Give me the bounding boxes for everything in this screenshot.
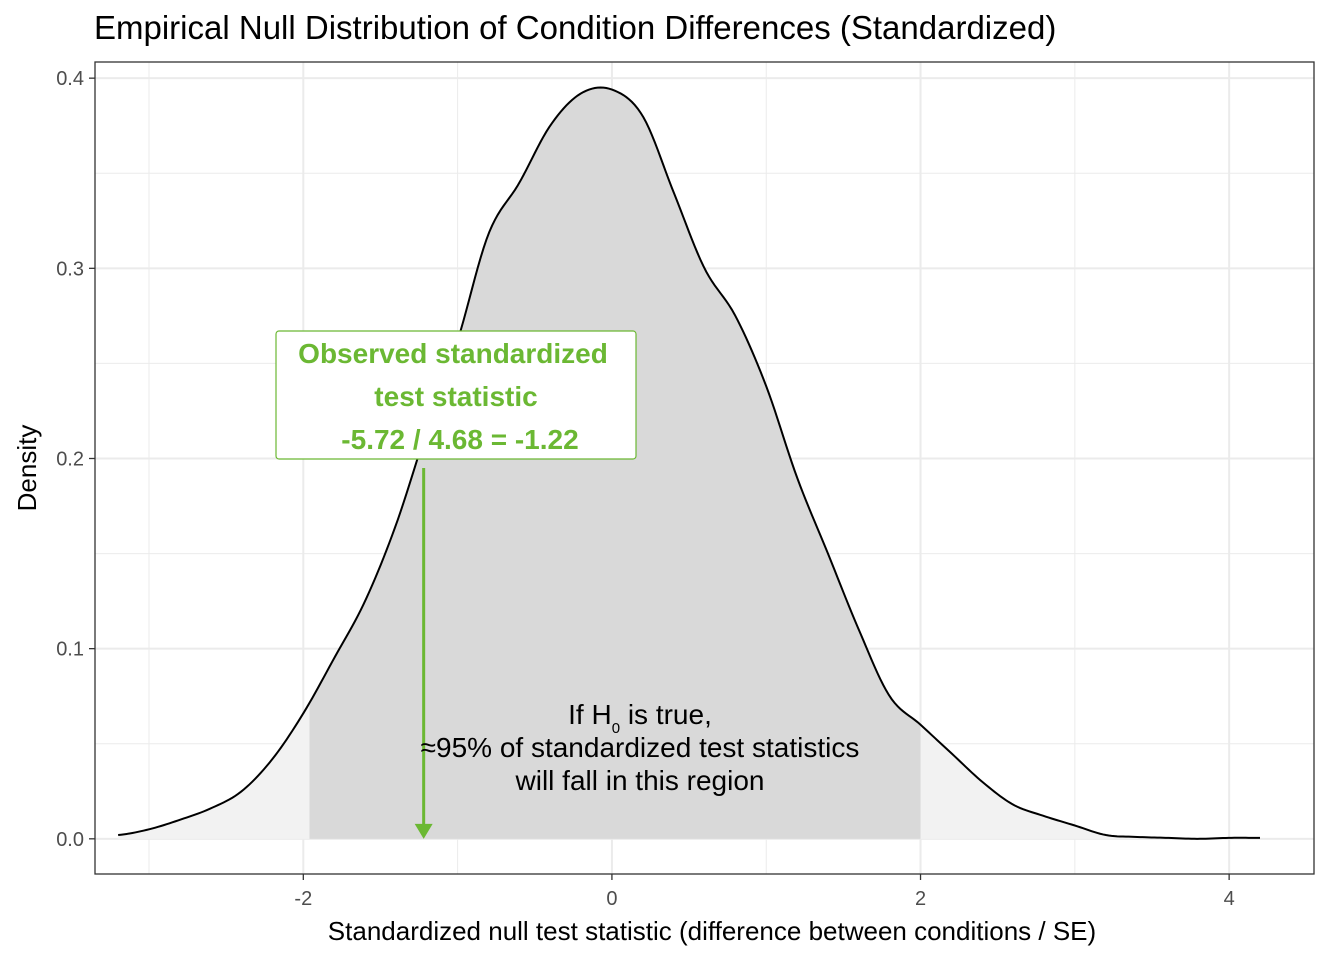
- region-annotation-line3: will fall in this region: [515, 765, 765, 796]
- y-axis-title: Density: [12, 425, 42, 512]
- y-tick-label: 0.3: [56, 258, 84, 280]
- region-annotation-line1: If H0 is true,: [568, 699, 712, 737]
- x-tick-label: 2: [915, 888, 926, 910]
- x-axis: -2 0 2 4: [294, 874, 1235, 910]
- observed-label: Observed standardized test statistic -5.…: [275, 330, 637, 460]
- observed-label-line1: Observed standardized: [298, 338, 608, 369]
- central-95-region: [309, 87, 921, 839]
- y-tick-label: 0.0: [56, 829, 84, 851]
- y-tick-label: 0.2: [56, 448, 84, 470]
- density-curve: [118, 86, 1260, 840]
- y-tick-label: 0.1: [56, 639, 84, 661]
- observed-arrow-head: [414, 823, 433, 839]
- chart-title: Empirical Null Distribution of Condition…: [94, 9, 1056, 46]
- x-tick-label: -2: [294, 888, 312, 910]
- panel-border: [94, 61, 1315, 875]
- observed-label-line2: test statistic: [374, 381, 537, 412]
- x-tick-label: 4: [1224, 888, 1235, 910]
- observed-label-line3: -5.72 / 4.68 = -1.22: [341, 424, 578, 455]
- x-tick-label: 0: [606, 888, 617, 910]
- y-tick-label: 0.4: [56, 68, 84, 90]
- x-axis-title: Standardized null test statistic (differ…: [328, 916, 1096, 946]
- y-axis: 0.0 0.1 0.2 0.3 0.4: [56, 68, 95, 851]
- region-annotation: If H0 is true,: [568, 699, 712, 737]
- observed-label-box: [275, 330, 637, 460]
- region-annotation-line2: ≈95% of standardized test statistics: [421, 732, 860, 763]
